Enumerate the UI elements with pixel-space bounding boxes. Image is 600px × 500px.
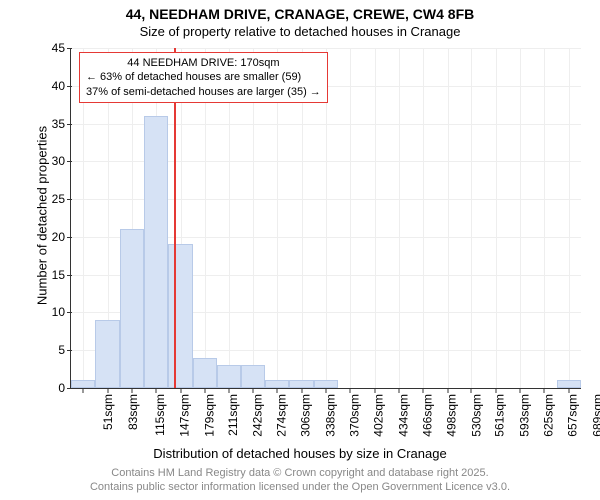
x-tick-label: 370sqm [347, 394, 361, 437]
x-tick-label: 211sqm [226, 394, 240, 436]
histogram-bar [144, 116, 168, 388]
histogram-bar [265, 380, 289, 388]
histogram-bar [193, 358, 217, 388]
x-tick-label: 530sqm [469, 394, 483, 437]
x-tick-label: 561sqm [493, 394, 507, 437]
annotation-line2: ← 63% of detached houses are smaller (59… [86, 70, 321, 84]
x-tick-label: 689sqm [590, 394, 600, 437]
x-tick-label: 274sqm [274, 394, 288, 437]
x-tick-label: 625sqm [541, 394, 555, 437]
x-tick-label: 657sqm [566, 394, 580, 437]
x-tick-label: 306sqm [299, 394, 313, 437]
y-tick-label: 25 [52, 192, 71, 206]
y-tick-label: 15 [52, 268, 71, 282]
histogram-bar [241, 365, 265, 388]
annotation-line3: 37% of semi-detached houses are larger (… [86, 85, 321, 99]
y-tick-label: 45 [52, 41, 71, 55]
x-tick-label: 147sqm [178, 394, 192, 437]
y-tick-label: 20 [52, 230, 71, 244]
x-tick-label: 466sqm [420, 394, 434, 437]
chart-subtitle: Size of property relative to detached ho… [0, 24, 600, 39]
x-tick-label: 498sqm [445, 394, 459, 437]
annotation-line1: 44 NEEDHAM DRIVE: 170sqm [86, 56, 321, 70]
footer-credits: Contains HM Land Registry data © Crown c… [0, 466, 600, 495]
x-axis-label: Distribution of detached houses by size … [0, 446, 600, 461]
x-tick-label: 51sqm [101, 394, 115, 430]
x-tick-label: 402sqm [372, 394, 386, 437]
annotation-box: 44 NEEDHAM DRIVE: 170sqm ← 63% of detach… [79, 52, 328, 103]
plot-area: 44 NEEDHAM DRIVE: 170sqm ← 63% of detach… [70, 48, 581, 389]
histogram-bar [314, 380, 338, 388]
x-tick-label: 242sqm [250, 394, 264, 437]
y-tick-label: 10 [52, 305, 71, 319]
x-tick-label: 115sqm [153, 394, 167, 436]
chart-title: 44, NEEDHAM DRIVE, CRANAGE, CREWE, CW4 8… [0, 6, 600, 22]
histogram-bar [557, 380, 581, 388]
y-tick-label: 5 [58, 343, 71, 357]
y-axis-label: Number of detached properties [35, 96, 50, 336]
x-tick-label: 338sqm [323, 394, 337, 437]
histogram-bar [71, 380, 95, 388]
x-tick-label: 179sqm [202, 394, 216, 437]
histogram-bar [217, 365, 241, 388]
x-tick-label: 434sqm [396, 394, 410, 437]
histogram-bar [95, 320, 119, 388]
y-tick-label: 40 [52, 79, 71, 93]
y-tick-label: 0 [58, 381, 71, 395]
histogram-bar [289, 380, 313, 388]
y-tick-label: 30 [52, 154, 71, 168]
footer-line1: Contains HM Land Registry data © Crown c… [0, 466, 600, 480]
footer-line2: Contains public sector information licen… [0, 480, 600, 494]
x-tick-label: 83sqm [126, 394, 140, 430]
y-tick-label: 35 [52, 117, 71, 131]
histogram-bar [120, 229, 144, 388]
histogram-bar [168, 244, 192, 388]
x-tick-label: 593sqm [517, 394, 531, 437]
